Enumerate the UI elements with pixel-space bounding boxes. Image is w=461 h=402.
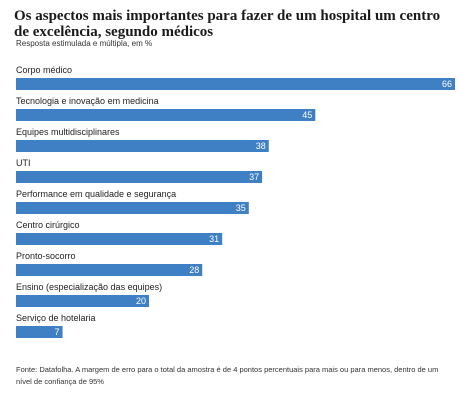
bar-value-label: 28: [189, 265, 199, 275]
chart-title: Os aspectos mais importantes para fazer …: [14, 8, 441, 40]
category-label: UTI: [16, 158, 31, 168]
category-label: Pronto-socorro: [16, 251, 76, 261]
category-label: Equipes multidisciplinares: [16, 127, 120, 137]
bar-value-label: 38: [256, 141, 266, 151]
bar-value-label: 35: [236, 203, 246, 213]
bar: [16, 109, 316, 121]
bar: [16, 78, 455, 90]
bar-value-label: 31: [209, 234, 219, 244]
bar-value-label: 37: [249, 172, 259, 182]
bar: [16, 202, 249, 214]
category-label: Centro cirúrgico: [16, 220, 80, 230]
category-label: Serviço de hotelaria: [16, 313, 96, 323]
bar: [16, 140, 269, 152]
bar-value-label: 45: [302, 110, 312, 120]
category-label: Corpo médico: [16, 65, 72, 75]
category-label: Tecnologia e inovação em medicina: [16, 96, 159, 106]
bar: [16, 233, 223, 245]
bar: [16, 264, 203, 276]
bar-value-label: 7: [55, 327, 60, 337]
chart-subtitle: Resposta estimulada e múltipla, em %: [16, 39, 153, 48]
bar-value-label: 66: [442, 79, 452, 89]
footnote: Fonte: Datafolha. A margem de erro para …: [16, 365, 439, 386]
bar: [16, 326, 63, 338]
category-label: Performance em qualidade e segurança: [16, 189, 176, 199]
bar-value-label: 20: [136, 296, 146, 306]
bar: [16, 295, 150, 307]
category-label: Ensino (especialização das equipes): [16, 282, 162, 292]
bar: [16, 171, 263, 183]
